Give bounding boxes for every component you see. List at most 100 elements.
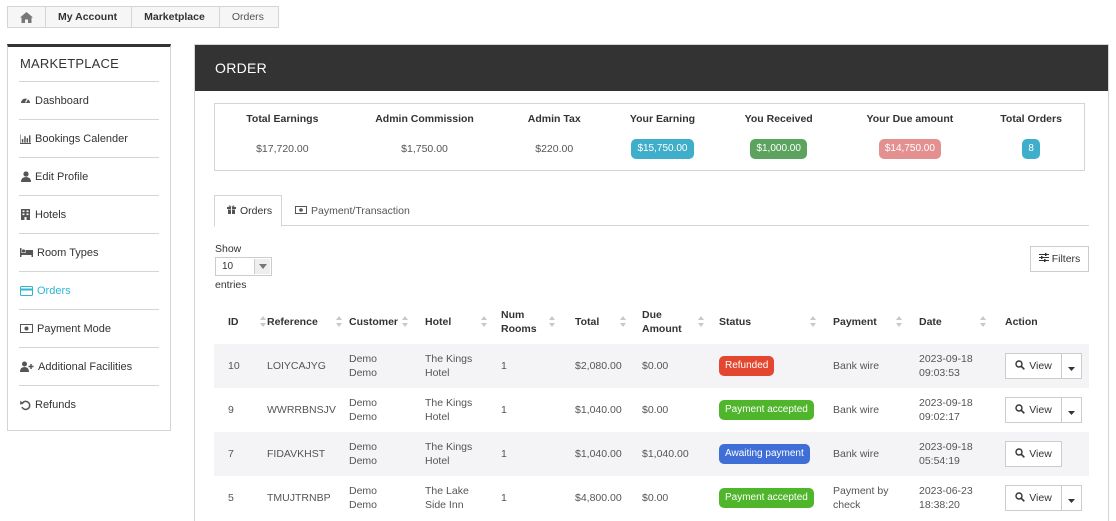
sidebar-item-edit-profile[interactable]: Edit Profile bbox=[19, 158, 159, 196]
sidebar-item-label: Hotels bbox=[35, 208, 67, 221]
tab-bar: Orders Payment/Transaction bbox=[214, 195, 1089, 227]
cell-date: 2023-09-18 09:02:17 bbox=[919, 397, 973, 423]
cell-hotel: The Kings Hotel bbox=[425, 397, 473, 423]
cell-total: $2,080.00 bbox=[575, 360, 622, 372]
sidebar-item-room-types[interactable]: Room Types bbox=[19, 234, 159, 272]
cell-hotel: The Lake Side Inn bbox=[425, 485, 469, 511]
stat-label: Your Earning bbox=[629, 113, 696, 125]
sidebar-item-label: Dashboard bbox=[35, 94, 89, 107]
cell-payment: Bank wire bbox=[833, 448, 880, 460]
status-badge: Refunded bbox=[719, 356, 775, 376]
caret-down-icon bbox=[1068, 403, 1075, 418]
cell-total: $1,040.00 bbox=[575, 404, 622, 416]
stat-value-badge: $15,750.00 bbox=[631, 139, 694, 159]
sidebar-item-dashboard[interactable]: Dashboard bbox=[19, 82, 159, 120]
stat-total-earnings: Total Earnings $17,720.00 bbox=[215, 104, 350, 170]
user-plus-icon bbox=[20, 361, 34, 372]
cell-payment: Payment by check bbox=[833, 485, 889, 511]
view-button[interactable]: View bbox=[1005, 485, 1062, 511]
sort-icon bbox=[698, 316, 704, 327]
column-header-date[interactable]: Date bbox=[919, 301, 986, 343]
cell-reference: WWRRBNSJV bbox=[267, 404, 336, 416]
tab-label: Payment/Transaction bbox=[311, 204, 410, 217]
tab-orders[interactable]: Orders bbox=[214, 195, 282, 227]
view-button[interactable]: View bbox=[1005, 353, 1062, 379]
sidebar-item-additional-facilities[interactable]: Additional Facilities bbox=[19, 348, 159, 386]
column-header-reference[interactable]: Reference bbox=[267, 301, 342, 343]
cell-payment: Bank wire bbox=[833, 404, 880, 416]
cell-hotel: The Kings Hotel bbox=[425, 353, 473, 379]
cell-hotel: The Kings Hotel bbox=[425, 441, 473, 467]
stat-value-badge: $1,000.00 bbox=[750, 139, 807, 159]
caret-down-icon bbox=[1068, 491, 1075, 506]
search-icon bbox=[1015, 447, 1026, 461]
column-header-payment[interactable]: Payment bbox=[833, 301, 902, 343]
sidebar-item-hotels[interactable]: Hotels bbox=[19, 196, 159, 234]
column-header-action: Action bbox=[1005, 316, 1038, 328]
sort-icon bbox=[810, 316, 816, 327]
column-header-customer[interactable]: Customer bbox=[349, 301, 408, 343]
column-header-due-amount[interactable]: Due Amount bbox=[642, 301, 704, 343]
earnings-summary: Total Earnings $17,720.00 Admin Commissi… bbox=[214, 103, 1085, 171]
breadcrumb-home[interactable] bbox=[8, 7, 46, 27]
sidebar-item-orders[interactable]: Orders bbox=[19, 272, 159, 310]
cell-reference: FIDAVKHST bbox=[267, 448, 326, 460]
sort-icon bbox=[260, 316, 266, 327]
sidebar-item-bookings-calender[interactable]: Bookings Calender bbox=[19, 120, 159, 158]
column-header-hotel[interactable]: Hotel bbox=[425, 301, 487, 343]
sidebar-item-payment-mode[interactable]: Payment Mode bbox=[19, 310, 159, 348]
cell-due-amount: $1,040.00 bbox=[642, 448, 689, 460]
table-row: 7 FIDAVKHST Demo Demo The Kings Hotel 1 … bbox=[214, 432, 1089, 476]
cell-date: 2023-09-18 05:54:19 bbox=[919, 441, 973, 467]
column-header-status[interactable]: Status bbox=[719, 301, 816, 343]
cell-date: 2023-06-23 18:38:20 bbox=[919, 485, 973, 511]
caret-down-icon bbox=[1068, 359, 1075, 374]
cell-num-rooms: 1 bbox=[501, 404, 507, 416]
cell-payment: Bank wire bbox=[833, 360, 880, 372]
entries-label: entries bbox=[215, 279, 247, 291]
status-badge: Payment accepted bbox=[719, 488, 814, 508]
cell-reference: TMUJTRNBP bbox=[267, 492, 331, 504]
breadcrumb-current: Orders bbox=[231, 11, 264, 23]
column-header-total[interactable]: Total bbox=[575, 301, 626, 343]
sort-icon bbox=[549, 316, 555, 327]
stat-total-orders: Total Orders 8 bbox=[978, 104, 1084, 170]
home-icon bbox=[20, 11, 33, 23]
entries-per-page-select[interactable]: 10 bbox=[215, 257, 272, 276]
stat-label: Total Orders bbox=[1000, 113, 1062, 125]
dashboard-icon bbox=[20, 95, 31, 106]
page-title: ORDER bbox=[195, 45, 1108, 91]
column-header-num-rooms[interactable]: Num Rooms bbox=[501, 301, 555, 343]
breadcrumb: My Account Marketplace Orders bbox=[7, 6, 279, 28]
cell-id: 7 bbox=[228, 448, 234, 460]
action-dropdown-toggle[interactable] bbox=[1062, 485, 1082, 511]
entries-per-page-value: 10 bbox=[222, 261, 234, 272]
cell-num-rooms: 1 bbox=[501, 492, 507, 504]
bed-icon bbox=[20, 247, 33, 258]
sidebar-item-refunds[interactable]: Refunds bbox=[19, 386, 159, 424]
view-button[interactable]: View bbox=[1005, 397, 1062, 423]
action-dropdown-toggle[interactable] bbox=[1062, 397, 1082, 423]
filters-button[interactable]: Filters bbox=[1030, 246, 1089, 272]
stat-value: $17,720.00 bbox=[256, 143, 309, 155]
action-dropdown-toggle[interactable] bbox=[1062, 353, 1082, 379]
money-icon bbox=[20, 323, 33, 334]
table-row: 5 TMUJTRNBP Demo Demo The Lake Side Inn … bbox=[214, 476, 1089, 520]
stat-label: Your Due amount bbox=[866, 113, 954, 125]
cell-reference: LOIYCAJYG bbox=[267, 360, 326, 372]
sidebar-item-label: Orders bbox=[37, 284, 71, 297]
column-header-id[interactable]: ID bbox=[228, 301, 266, 343]
stat-you-received: You Received $1,000.00 bbox=[716, 104, 842, 170]
breadcrumb-marketplace[interactable]: Marketplace bbox=[132, 7, 220, 27]
filters-label: Filters bbox=[1051, 253, 1081, 265]
cell-total: $4,800.00 bbox=[575, 492, 622, 504]
view-button[interactable]: View bbox=[1005, 441, 1062, 467]
orders-panel: ORDER Total Earnings $17,720.00 Admin Co… bbox=[194, 44, 1109, 521]
tab-payment-transaction[interactable]: Payment/Transaction bbox=[283, 195, 422, 226]
stat-label: Admin Commission bbox=[375, 113, 474, 125]
sidebar-item-label: Bookings Calender bbox=[35, 132, 128, 145]
cell-num-rooms: 1 bbox=[501, 448, 507, 460]
sort-icon bbox=[481, 316, 487, 327]
stat-value: $220.00 bbox=[535, 143, 574, 155]
breadcrumb-my-account[interactable]: My Account bbox=[46, 7, 133, 27]
